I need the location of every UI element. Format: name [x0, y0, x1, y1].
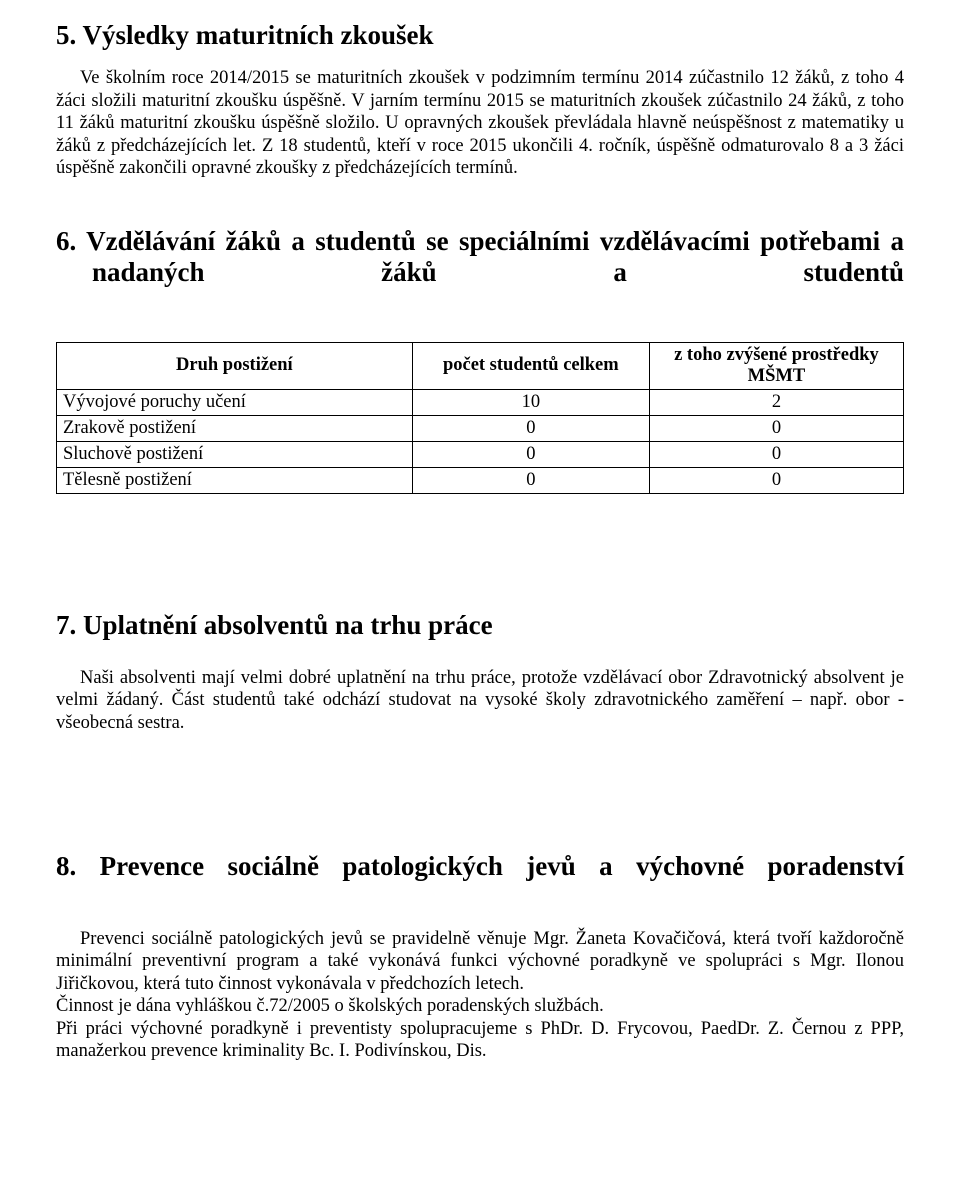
table-cell: 0 [412, 467, 649, 493]
table-cell: Tělesně postižení [57, 467, 413, 493]
section-8-paragraph-3: Při práci výchovné poradkyně i preventis… [56, 1018, 904, 1063]
table-header-cell: počet studentů celkem [412, 342, 649, 389]
section-8-paragraph-1: Prevenci sociálně patologických jevů se … [56, 928, 904, 996]
table-row: Tělesně postižení 0 0 [57, 467, 904, 493]
section-5-paragraph: Ve školním roce 2014/2015 se maturitních… [56, 67, 904, 180]
table-cell: 0 [412, 415, 649, 441]
section-5-heading: 5. Výsledky maturitních zkoušek [56, 20, 904, 51]
table-header-cell: Druh postižení [57, 342, 413, 389]
table-header-cell: z toho zvýšené prostředky MŠMT [649, 342, 903, 389]
section-6-heading: 6. Vzdělávání žáků a studentů se speciál… [56, 226, 904, 288]
table-cell: Zrakově postižení [57, 415, 413, 441]
section-7: 7. Uplatnění absolventů na trhu práce Na… [56, 610, 904, 735]
table-cell: Vývojové poruchy učení [57, 389, 413, 415]
section-8-heading: 8. Prevence sociálně patologických jevů … [56, 851, 904, 882]
table-cell: 0 [412, 441, 649, 467]
table-row: Sluchově postižení 0 0 [57, 441, 904, 467]
table-row: Zrakově postižení 0 0 [57, 415, 904, 441]
section-5: 5. Výsledky maturitních zkoušek Ve školn… [56, 20, 904, 180]
section-7-paragraph: Naši absolventi mají velmi dobré uplatně… [56, 667, 904, 735]
table-cell: 10 [412, 389, 649, 415]
section-8-paragraph-2: Činnost je dána vyhláškou č.72/2005 o šk… [56, 995, 904, 1018]
table-cell: 0 [649, 441, 903, 467]
disability-table: Druh postižení počet studentů celkem z t… [56, 342, 904, 494]
table-row: Vývojové poruchy učení 10 2 [57, 389, 904, 415]
section-7-heading: 7. Uplatnění absolventů na trhu práce [56, 610, 904, 641]
table-cell: Sluchově postižení [57, 441, 413, 467]
table-cell: 2 [649, 389, 903, 415]
table-header-row: Druh postižení počet studentů celkem z t… [57, 342, 904, 389]
table-cell: 0 [649, 415, 903, 441]
section-8: 8. Prevence sociálně patologických jevů … [56, 851, 904, 1063]
section-6: 6. Vzdělávání žáků a studentů se speciál… [56, 226, 904, 494]
document-page: 5. Výsledky maturitních zkoušek Ve školn… [0, 0, 960, 1198]
table-cell: 0 [649, 467, 903, 493]
